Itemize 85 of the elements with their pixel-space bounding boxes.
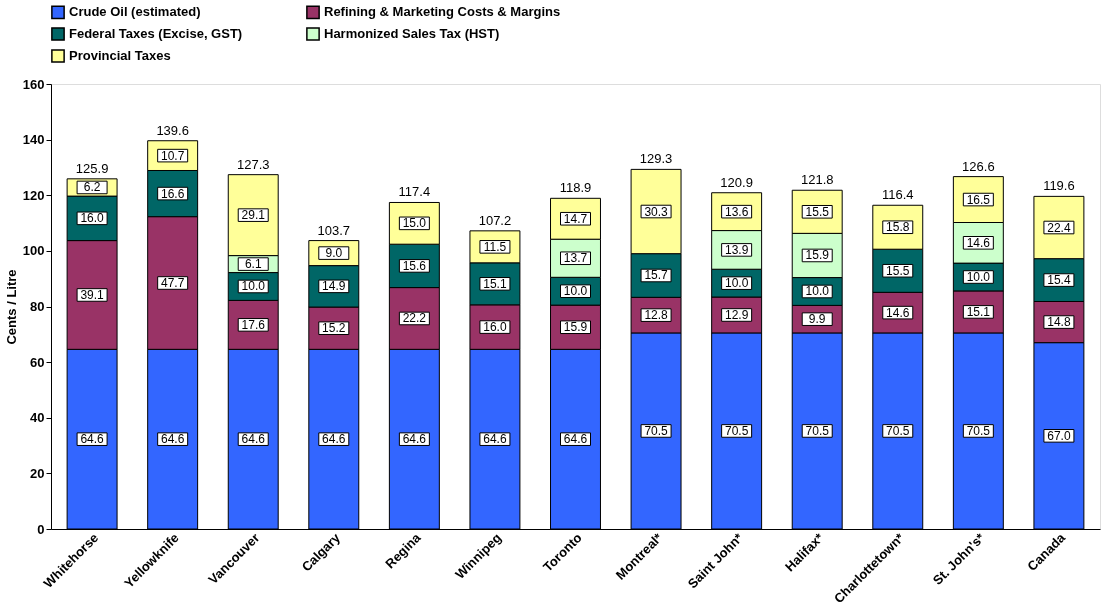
data-label: 64.6 [402,432,427,447]
total-label: 127.3 [236,156,270,172]
legend-label: Federal Taxes (Excise, GST) [69,26,243,41]
data-label: 16.0 [483,320,507,335]
y-tick-label: 120 [22,187,45,203]
data-label: 15.8 [886,220,910,235]
data-label: 15.1 [966,304,991,319]
y-tick-label: 60 [30,354,45,370]
data-label: 64.6 [241,432,266,447]
data-label: 14.6 [886,305,910,320]
total-label: 119.6 [1043,178,1075,194]
data-label: 64.6 [160,432,185,447]
data-label: 16.0 [80,211,105,226]
y-tick-label: 0 [37,521,45,537]
data-label: 70.5 [886,423,910,438]
data-label: 10.0 [563,284,588,299]
data-label: 64.6 [322,432,346,447]
data-label: 6.1 [244,257,262,272]
data-label: 64.6 [483,432,507,447]
data-label: 22.4 [1047,220,1071,235]
y-tick-label: 160 [22,76,45,92]
data-label: 16.6 [160,186,185,201]
y-tick-label: 140 [22,132,45,148]
data-label: 10.0 [241,279,266,294]
data-label: 16.5 [966,192,991,207]
data-label: 70.5 [966,423,991,438]
data-label: 6.2 [83,180,101,195]
total-label: 116.4 [881,187,914,203]
data-label: 13.9 [724,242,749,257]
total-label: 107.2 [478,212,512,228]
data-label: 15.9 [805,248,830,263]
data-label: 30.3 [644,204,669,219]
total-label: 121.8 [800,172,834,188]
data-label: 70.5 [724,423,749,438]
data-label: 13.6 [724,204,749,219]
data-label: 22.2 [402,311,427,326]
data-label: 67.0 [1047,428,1071,443]
data-label: 70.5 [805,423,830,438]
data-label: 14.7 [563,211,588,226]
data-label: 64.6 [80,432,105,447]
data-label: 17.6 [241,317,266,332]
total-label: 117.4 [398,184,431,200]
y-tick-label: 40 [30,410,45,426]
data-label: 14.9 [322,279,346,294]
data-label: 10.0 [724,276,749,291]
data-label: 10.0 [805,284,830,299]
data-label: 14.8 [1047,315,1071,330]
total-label: 103.7 [317,222,351,238]
data-label: 15.9 [563,320,588,335]
data-label: 15.6 [402,258,427,273]
y-tick-label: 80 [30,299,45,314]
y-tick-label: 20 [30,465,45,481]
total-label: 139.6 [156,122,189,138]
data-label: 12.8 [644,308,669,323]
data-label: 15.4 [1047,273,1071,288]
total-label: 129.3 [639,151,673,167]
data-label: 39.1 [80,287,105,302]
data-label: 15.5 [886,263,910,278]
data-label: 70.5 [644,423,669,438]
data-label: 29.1 [241,208,266,223]
y-axis-title: Cents / Litre [3,269,19,345]
total-label: 125.9 [75,160,109,176]
legend-label: Provincial Taxes [69,48,171,63]
data-label: 15.2 [322,321,346,336]
data-label: 10.0 [966,270,991,285]
data-label: 14.6 [966,235,991,250]
data-label: 11.5 [483,239,507,254]
data-label: 15.0 [402,216,427,231]
data-label: 64.6 [563,432,588,447]
legend-label: Harmonized Sales Tax (HST) [324,26,500,41]
data-label: 9.0 [325,246,343,261]
data-label: 47.7 [160,276,185,290]
total-label: 126.6 [962,158,995,174]
data-label: 15.1 [483,276,507,291]
total-label: 120.9 [720,174,753,190]
data-label: 10.7 [160,148,185,163]
data-label: 12.9 [724,307,749,322]
data-label: 13.7 [563,251,588,266]
data-label: 15.7 [644,268,669,283]
legend-label: Crude Oil (estimated) [69,4,201,20]
data-label: 9.9 [808,312,826,327]
y-tick-label: 100 [22,243,45,259]
legend-label: Refining & Marketing Costs & Margins [324,4,561,20]
total-label: 118.9 [559,180,592,196]
data-label: 15.5 [805,204,830,219]
